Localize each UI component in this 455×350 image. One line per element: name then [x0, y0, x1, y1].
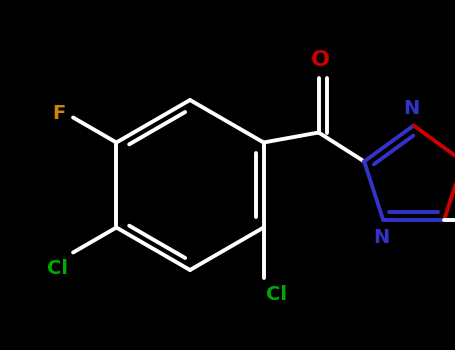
Text: F: F [52, 104, 65, 123]
Text: Cl: Cl [266, 286, 287, 304]
Text: N: N [404, 98, 420, 118]
Text: Cl: Cl [47, 259, 68, 278]
Text: O: O [311, 49, 330, 70]
Text: N: N [373, 228, 389, 246]
